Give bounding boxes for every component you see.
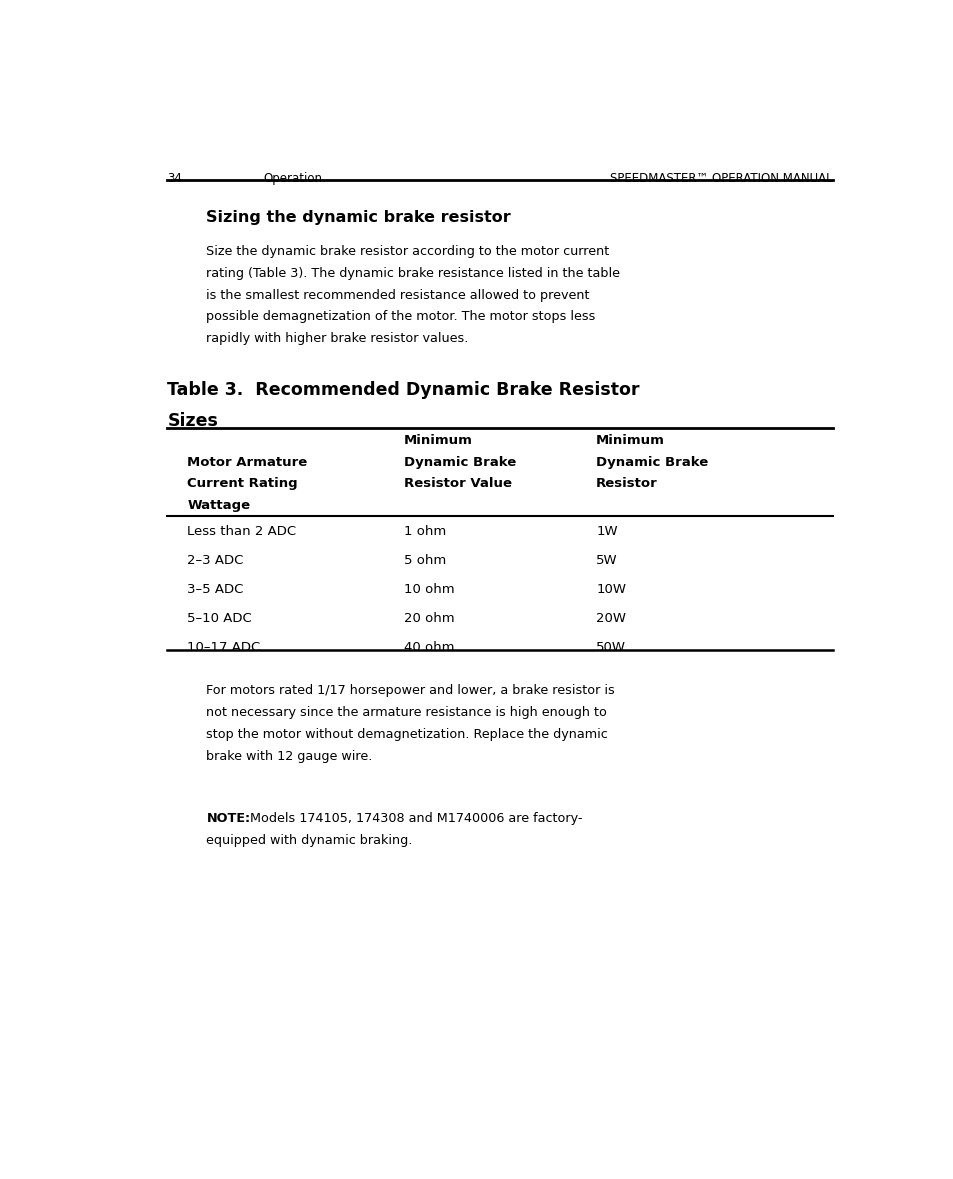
Text: is the smallest recommended resistance allowed to prevent: is the smallest recommended resistance a… — [206, 289, 589, 302]
Text: Minimum: Minimum — [403, 434, 473, 447]
Text: Models 174105, 174308 and M1740006 are factory-: Models 174105, 174308 and M1740006 are f… — [242, 812, 582, 825]
Text: Minimum: Minimum — [596, 434, 664, 447]
Text: Table 3.  Recommended Dynamic Brake Resistor: Table 3. Recommended Dynamic Brake Resis… — [167, 381, 639, 400]
Text: possible demagnetization of the motor. The motor stops less: possible demagnetization of the motor. T… — [206, 310, 596, 323]
Text: Dynamic Brake: Dynamic Brake — [596, 455, 708, 468]
Text: 1W: 1W — [596, 525, 618, 538]
Text: SPEEDMASTER™ OPERATION MANUAL: SPEEDMASTER™ OPERATION MANUAL — [610, 172, 832, 185]
Text: stop the motor without demagnetization. Replace the dynamic: stop the motor without demagnetization. … — [206, 727, 608, 740]
Text: 40 ohm: 40 ohm — [403, 641, 454, 654]
Text: Sizes: Sizes — [167, 411, 218, 430]
Text: 10W: 10W — [596, 582, 625, 595]
Text: 5–10 ADC: 5–10 ADC — [187, 612, 252, 625]
Text: 50W: 50W — [596, 641, 625, 654]
Text: Resistor Value: Resistor Value — [403, 477, 512, 490]
Text: 5W: 5W — [596, 554, 618, 567]
Text: Less than 2 ADC: Less than 2 ADC — [187, 525, 296, 538]
Text: not necessary since the armature resistance is high enough to: not necessary since the armature resista… — [206, 706, 607, 719]
Text: Resistor: Resistor — [596, 477, 658, 490]
Text: rating (Table 3). The dynamic brake resistance listed in the table: rating (Table 3). The dynamic brake resi… — [206, 266, 619, 279]
Text: 20 ohm: 20 ohm — [403, 612, 454, 625]
Text: 1 ohm: 1 ohm — [403, 525, 446, 538]
Text: 5 ohm: 5 ohm — [403, 554, 446, 567]
Text: 34: 34 — [167, 172, 182, 185]
Text: NOTE:: NOTE: — [206, 812, 251, 825]
Text: Size the dynamic brake resistor according to the motor current: Size the dynamic brake resistor accordin… — [206, 245, 609, 258]
Text: Dynamic Brake: Dynamic Brake — [403, 455, 516, 468]
Text: 10 ohm: 10 ohm — [403, 582, 454, 595]
Text: 2–3 ADC: 2–3 ADC — [187, 554, 243, 567]
Text: 10–17 ADC: 10–17 ADC — [187, 641, 260, 654]
Text: equipped with dynamic braking.: equipped with dynamic braking. — [206, 835, 413, 848]
Text: Operation: Operation — [263, 172, 322, 185]
Text: rapidly with higher brake resistor values.: rapidly with higher brake resistor value… — [206, 332, 468, 345]
Text: brake with 12 gauge wire.: brake with 12 gauge wire. — [206, 750, 373, 763]
Text: 3–5 ADC: 3–5 ADC — [187, 582, 243, 595]
Text: Current Rating: Current Rating — [187, 477, 297, 490]
Text: Motor Armature: Motor Armature — [187, 455, 307, 468]
Text: 20W: 20W — [596, 612, 625, 625]
Text: For motors rated 1/17 horsepower and lower, a brake resistor is: For motors rated 1/17 horsepower and low… — [206, 684, 615, 697]
Text: Sizing the dynamic brake resistor: Sizing the dynamic brake resistor — [206, 211, 511, 225]
Text: Wattage: Wattage — [187, 499, 250, 512]
